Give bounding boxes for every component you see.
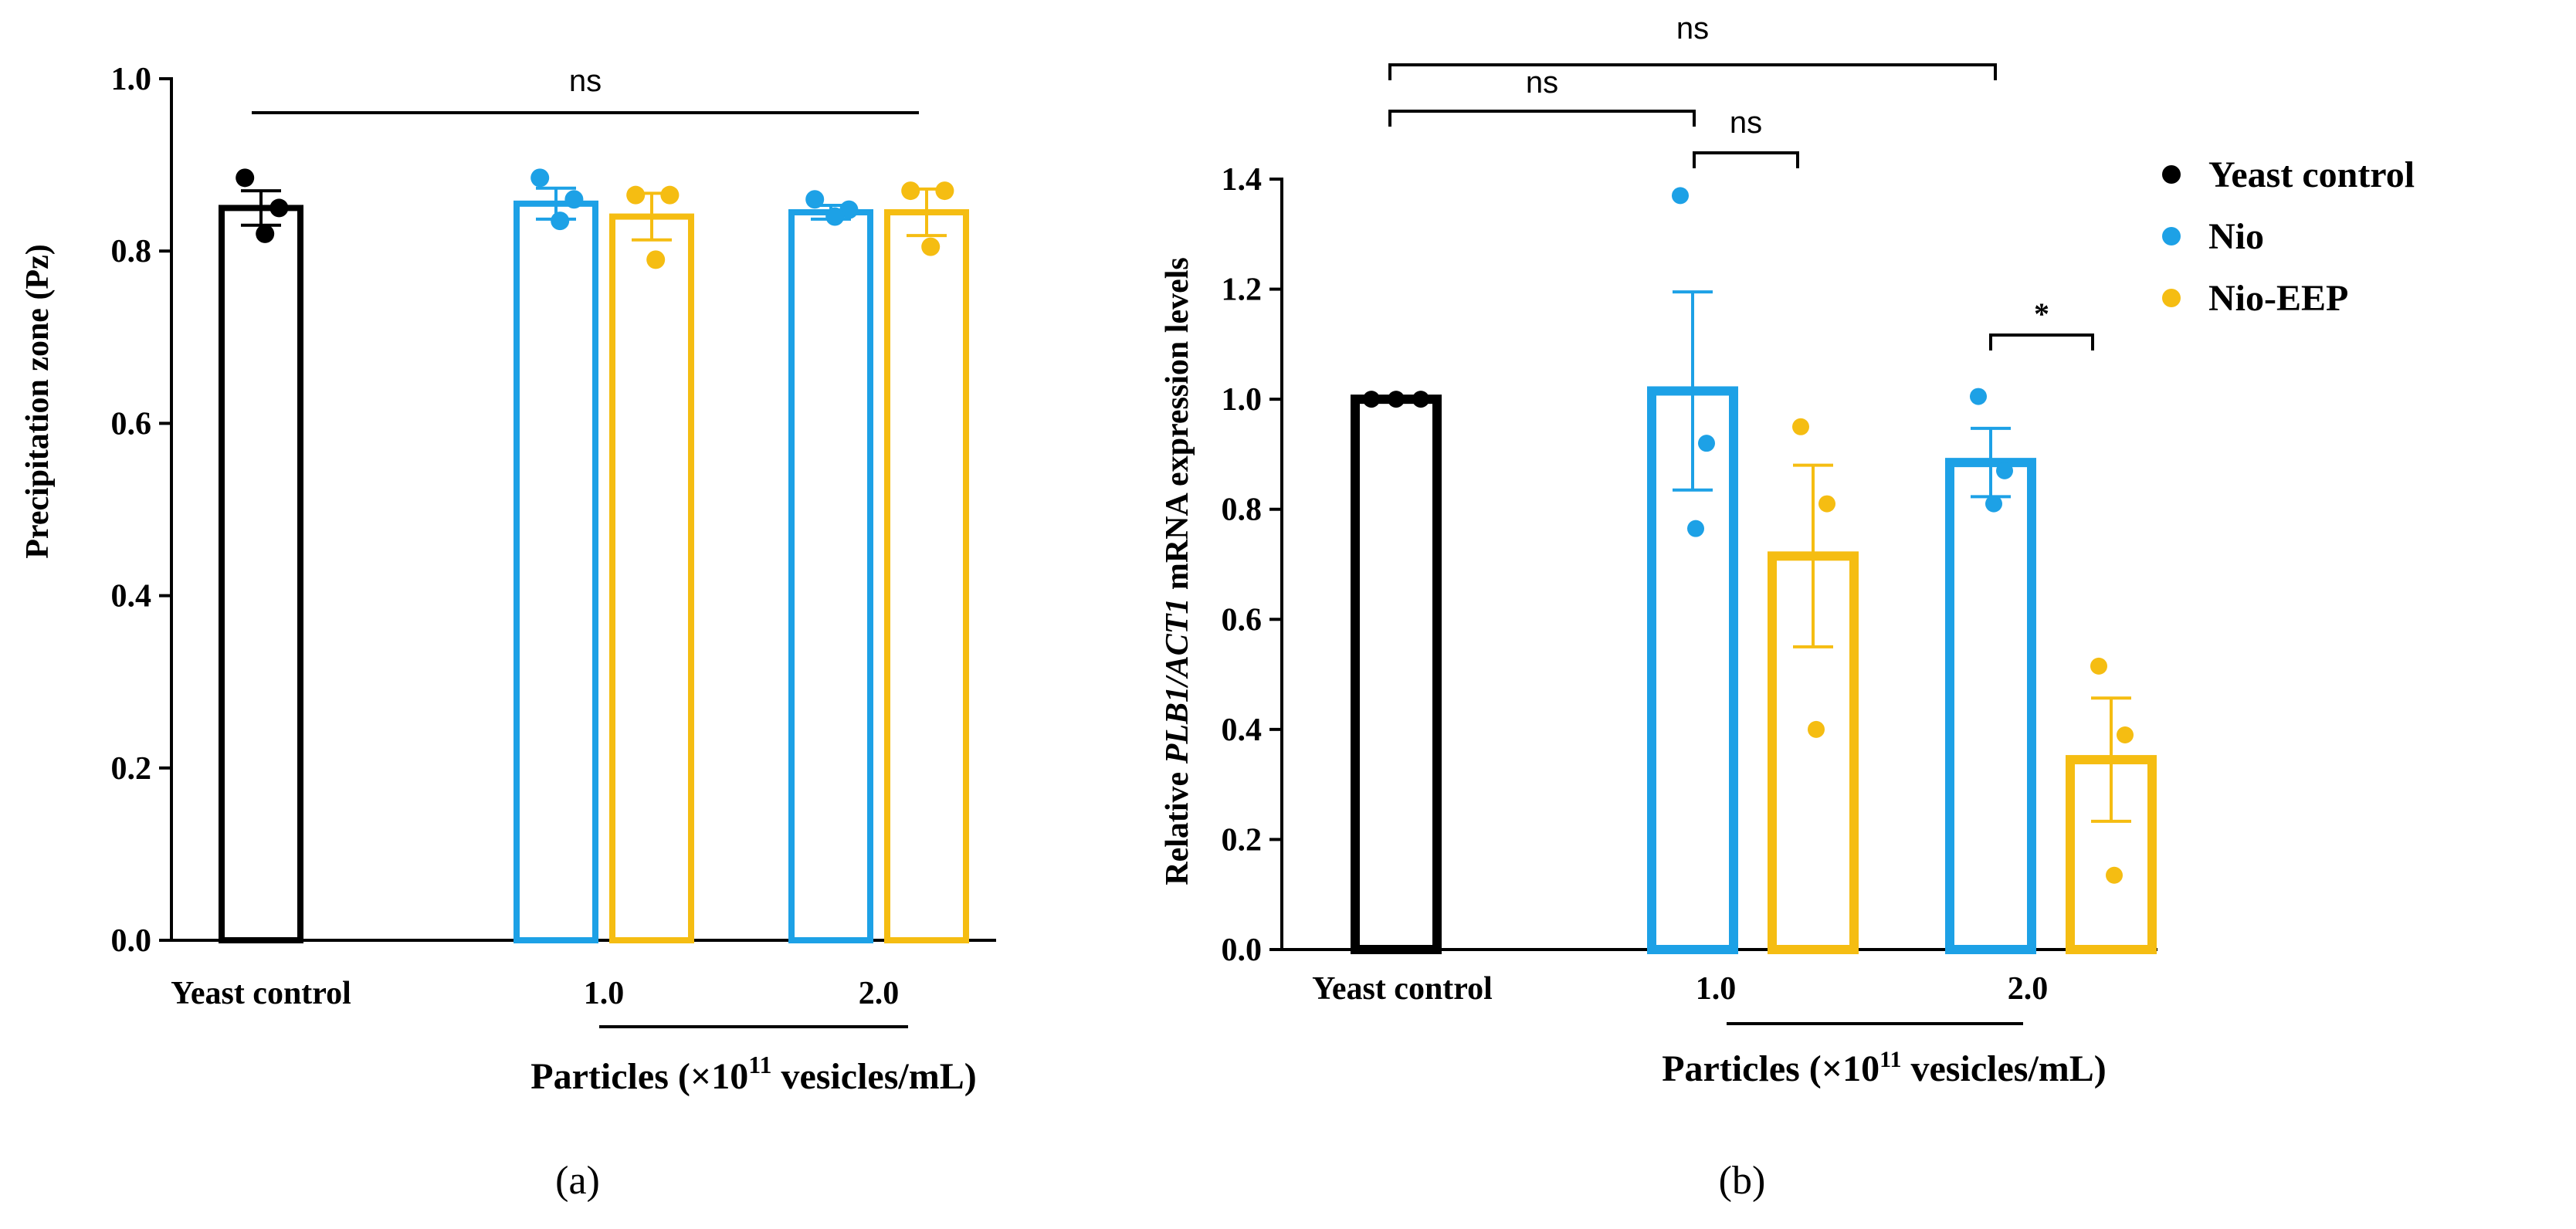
panel-b-y-axis-label: Relative PLB1/ACT1 mRNA expression level… (1160, 257, 1195, 885)
panel-a-label: (a) (555, 1159, 600, 1203)
panel-a-1-0-nio-eep-data-point (626, 185, 646, 205)
legend-marker-nio (2162, 227, 2181, 245)
panel-a-1-0-nio-eep-bar (609, 213, 694, 943)
panel-b-y-tick-label: 0.8 (1222, 493, 1263, 528)
panel-b-y-tick-label: 0.2 (1222, 822, 1263, 858)
panel-a-2-0-nio-data-point (805, 190, 825, 209)
panel-b-yeast-control-yeast-control-data-point (1412, 391, 1429, 408)
panel-b-x-tick-2-0: 2.0 (2008, 971, 2049, 1007)
panel-b-x-title-main: Particles (×10 (1662, 1048, 1879, 1089)
panel-a-1-0-nio-eep-data-point (646, 250, 666, 269)
panel-b-significance-1-label: ns (1676, 12, 1709, 46)
panel-b-1-0-nio-data-point (1698, 435, 1715, 452)
panel-b-chart: Relative PLB1/ACT1 mRNA expression level… (1160, 12, 2157, 1203)
panel-b-x-title-tail: vesicles/mL) (1902, 1048, 2107, 1089)
panel-b-2-0-nio-data-point (1970, 388, 1987, 405)
panel-a-x-title-main: Particles (×10 (530, 1056, 748, 1097)
panel-b-y-tick-label: 0.4 (1222, 713, 1263, 748)
panel-a-2-0-nio-data-point (839, 200, 859, 219)
panel-a-y-tick-label: 0.4 (111, 579, 152, 614)
panel-b-x-tick-yeast-control: Yeast control (1312, 971, 1493, 1007)
panel-b-yeast-control-yeast-control-data-point (1388, 391, 1405, 408)
panel-a-x-tick-1-0: 1.0 (584, 976, 625, 1011)
panel-a-yeast-control-yeast-control-data-point (256, 224, 275, 243)
panel-b-label: (b) (1719, 1159, 1766, 1203)
panel-a-x-tick-yeast-control: Yeast control (171, 976, 351, 1011)
legend-marker-nio-eep (2162, 289, 2181, 307)
panel-b-significance-3-label: ns (1730, 106, 1762, 140)
panel-a-2-0-nio-eep-bar (884, 208, 969, 944)
panel-a-y-axis-label: Precipitation zone (Pz) (20, 244, 56, 558)
panel-b-y-label-prefix: Relative (1160, 763, 1195, 885)
panel-a-x-tick-2-0: 2.0 (859, 976, 900, 1011)
panel-a-1-0-nio-data-point (551, 212, 570, 231)
panel-b-significance-2-label: ns (1526, 66, 1558, 100)
panel-b-x-title-sup: 11 (1879, 1047, 1901, 1072)
panel-a-chart: Precipitation zone (Pz) 0.0 0.2 0.4 0.6 0.8 1… (20, 62, 996, 1203)
panel-b-yeast-control-yeast-control-data-point (1363, 391, 1380, 408)
panel-b-significance-4-label: * (2034, 296, 2049, 331)
panel-a-x-title-tail: vesicles/mL) (771, 1056, 976, 1097)
panel-b-1-0-nio-eep-data-point (1808, 720, 1825, 738)
panel-b-x-axis-title: Particles (×1011 vesicles/mL) (1662, 1047, 2107, 1089)
panel-b-y-tick-label: 1.4 (1222, 162, 1263, 198)
panel-a-y-tick-label: 1.0 (111, 62, 152, 97)
panel-a-y-tick-label: 0.6 (111, 406, 152, 442)
panel-a-2-0-nio-eep-data-point (921, 237, 941, 256)
legend-label-nio-eep: Nio-EEP (2208, 278, 2348, 319)
panel-b-y-tick-label: 1.0 (1222, 382, 1263, 418)
panel-a-yeast-control-yeast-control-data-point (269, 198, 289, 218)
panel-a-2-0-nio-eep-data-point (935, 181, 954, 201)
panel-a-1-0-nio-data-point (564, 190, 584, 209)
panel-a-y-tick-label: 0.2 (111, 751, 152, 787)
panel-b-y-label-suffix: mRNA expression levels (1160, 257, 1195, 598)
panel-b-2-0-nio-eep-data-point (2090, 657, 2107, 675)
panel-b-y-tick-label: 0.0 (1222, 933, 1263, 968)
panel-b-y-tick-label: 1.2 (1222, 273, 1263, 308)
panel-b-1-0-nio-data-point (1687, 520, 1704, 537)
panel-b-1-0-nio-eep-data-point (1792, 418, 1809, 435)
panel-b-1-0-nio-eep-data-point (1818, 495, 1835, 513)
panel-a-yeast-control-yeast-control-data-point (236, 168, 255, 188)
panel-a-significance-1-label: ns (569, 64, 602, 98)
panel-b-2-0-nio-eep-data-point (2106, 866, 2123, 884)
panel-b-2-0-nio-bar (1945, 458, 2036, 954)
panel-a-y-tick-label: 0.8 (111, 234, 152, 269)
panel-a-yeast-control-yeast-control-bar (219, 205, 303, 943)
panel-b-2-0-nio-data-point (1985, 495, 2002, 513)
panel-b-y-tick-label: 0.6 (1222, 602, 1263, 638)
panel-b-yeast-control-yeast-control-bar (1351, 394, 1442, 954)
panel-a-1-0-nio-bar (514, 200, 598, 943)
panel-a-1-0-nio-eep-data-point (660, 185, 680, 205)
panel-b-2-0-nio-eep-data-point (2117, 726, 2134, 743)
legend-label-yeast-control: Yeast control (2208, 154, 2415, 195)
legend-label-nio: Nio (2208, 216, 2264, 257)
panel-b-x-tick-1-0: 1.0 (1696, 971, 1737, 1007)
panel-a-x-title-sup: 11 (748, 1051, 771, 1078)
panel-b-1-0-nio-data-point (1672, 187, 1689, 205)
panel-a-1-0-nio-data-point (530, 168, 550, 188)
panel-b-y-label-italic: PLB1/ACT1 (1160, 598, 1195, 765)
panel-a-x-axis-title: Particles (×1011 vesicles/mL) (530, 1051, 976, 1097)
panel-a-2-0-nio-bar (788, 208, 873, 944)
panel-a-2-0-nio-data-point (825, 207, 845, 226)
panel-b-2-0-nio-data-point (1996, 462, 2013, 479)
legend: Yeast control Nio Nio-EEP (2162, 154, 2415, 319)
panel-a-2-0-nio-eep-data-point (901, 181, 920, 201)
panel-a-y-tick-label: 0.0 (111, 923, 152, 959)
legend-marker-yeast-control (2162, 165, 2181, 184)
